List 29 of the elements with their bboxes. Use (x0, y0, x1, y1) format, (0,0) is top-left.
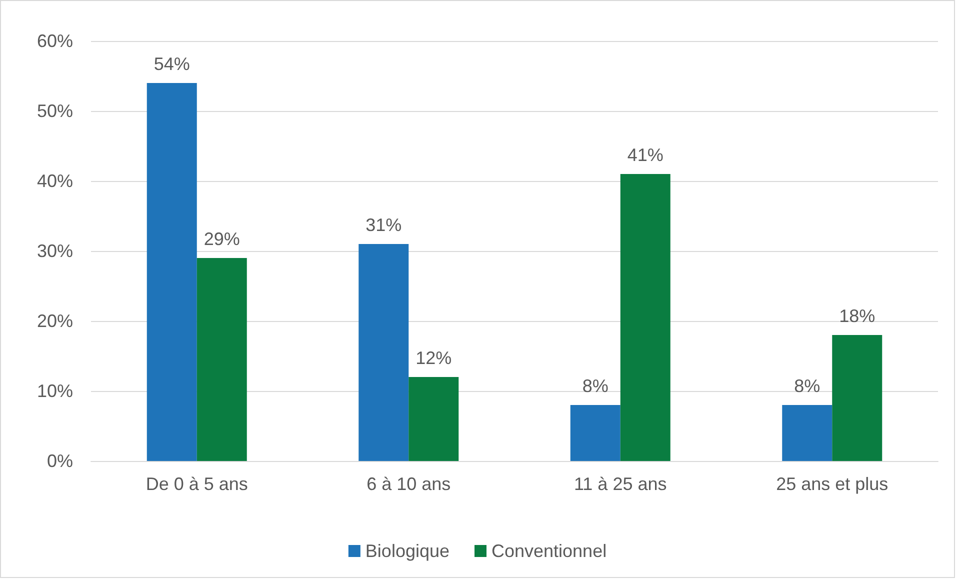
y-tick-label: 0% (46, 451, 73, 471)
bar (408, 377, 459, 461)
legend-label: Biologique (365, 541, 450, 561)
x-tick-label: 11 à 25 ans (574, 474, 667, 494)
x-tick-label: 6 à 10 ans (366, 474, 451, 494)
data-label: 54% (154, 54, 190, 74)
bar (358, 244, 409, 461)
x-tick-label: 25 ans et plus (776, 474, 888, 494)
data-label: 12% (416, 348, 452, 368)
data-label: 31% (366, 215, 402, 235)
data-label: 8% (794, 376, 820, 396)
bar (570, 405, 620, 461)
data-label: 18% (839, 306, 876, 326)
y-tick-label: 40% (36, 171, 73, 191)
bar (146, 83, 197, 461)
x-tick-label: De 0 à 5 ans (146, 474, 248, 494)
bar (196, 258, 247, 461)
y-tick-label: 50% (36, 101, 73, 121)
legend-label: Conventionnel (491, 541, 607, 561)
data-label: 41% (627, 145, 664, 165)
y-tick-label: 60% (36, 31, 73, 51)
bar (832, 335, 882, 461)
y-tick-label: 20% (36, 311, 73, 331)
y-tick-label: 10% (36, 381, 73, 401)
y-tick-label: 30% (36, 241, 73, 261)
bar (620, 174, 670, 461)
bar (782, 405, 832, 461)
data-label: 8% (582, 376, 608, 396)
data-label: 29% (204, 229, 240, 249)
